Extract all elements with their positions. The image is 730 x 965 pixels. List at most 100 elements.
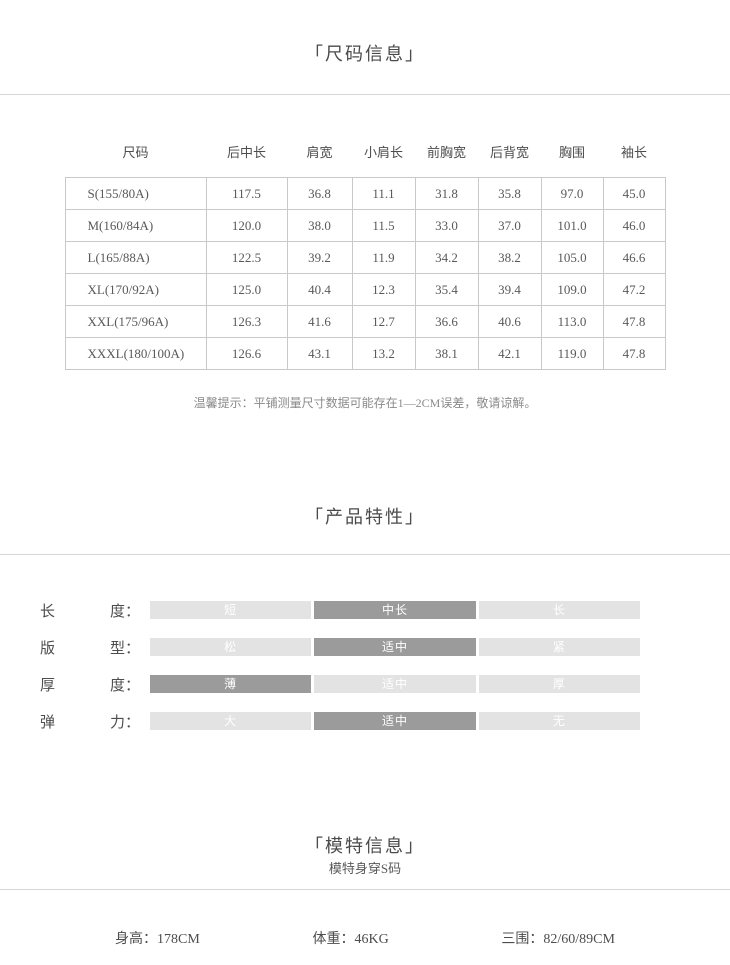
table-row: S(155/80A) 117.5 36.8 11.1 31.8 35.8 97.0 45.0 <box>64 177 666 210</box>
model-stat-1: 体重：46KG <box>312 928 388 948</box>
size-table-header-5: 后背宽 <box>489 144 529 160</box>
measurement-cell: 120.0 <box>205 209 288 242</box>
measurement-cell: 113.0 <box>540 305 604 338</box>
model-stat-0: 身高：178CM <box>115 928 200 948</box>
size-table-body: S(155/80A) 117.5 36.8 11.1 31.8 35.8 97.0 45.0 M… <box>64 177 666 370</box>
feature-option: 短 <box>150 601 312 619</box>
feature-label-thickness: 厚 度： <box>40 674 140 695</box>
measurement-cell: 11.5 <box>351 209 416 242</box>
measurement-cell: 37.0 <box>477 209 542 242</box>
measurement-cell: 125.0 <box>205 273 288 306</box>
feature-bar-fit: 松适中紧 <box>150 638 640 656</box>
feature-bar-length: 短中长长 <box>150 601 640 619</box>
model-stat-label: 身高： <box>115 932 157 947</box>
feature-option: 长 <box>478 601 640 619</box>
size-table-header-0: 尺码 <box>122 144 149 160</box>
size-label-cell: S(155/80A) <box>64 177 207 210</box>
measurement-cell: 97.0 <box>540 177 604 210</box>
feature-label-fit: 版 型： <box>40 637 140 658</box>
measurement-cell: 33.0 <box>414 209 479 242</box>
table-row: XL(170/92A) 125.0 40.4 12.3 35.4 39.4 109.0 47.… <box>64 273 666 306</box>
feature-label-part: 型： <box>109 640 140 657</box>
model-stat-2: 三围：82/60/89CM <box>501 928 615 948</box>
feature-option: 紧 <box>478 638 640 656</box>
feature-option: 厚 <box>478 675 640 693</box>
feature-label-part: 力： <box>109 714 140 731</box>
measurement-cell: 12.3 <box>351 273 416 306</box>
size-label-cell: XXL(175/96A) <box>64 305 207 338</box>
measurement-cell: 46.0 <box>602 209 666 242</box>
measurement-cell: 43.1 <box>286 337 353 370</box>
section-divider <box>0 94 730 95</box>
model-stat-label: 体重： <box>312 932 355 947</box>
measurement-cell: 13.2 <box>351 337 416 370</box>
model-stats: 身高：178CM 体重：46KG 三围：82/60/89CM <box>115 928 615 948</box>
feature-option-selected: 适中 <box>314 712 476 730</box>
measurement-cell: 101.0 <box>540 209 604 242</box>
measurement-cell: 46.6 <box>602 241 666 274</box>
feature-label-part: 厚 <box>40 677 56 694</box>
feature-row-stretch: 弹 力： 大适中无 <box>40 711 690 732</box>
measurement-cell: 126.3 <box>205 305 288 338</box>
size-label-cell: XL(170/92A) <box>64 273 207 306</box>
measurement-cell: 35.8 <box>477 177 542 210</box>
measurement-cell: 45.0 <box>602 177 666 210</box>
section-divider <box>0 889 730 890</box>
measurement-cell: 47.8 <box>602 305 666 338</box>
size-label-cell: L(165/88A) <box>64 241 207 274</box>
features-title: 「产品特性」 <box>305 507 425 527</box>
model-info-title: 「模特信息」 <box>305 836 425 856</box>
size-table-header-row: 尺码 后中长 肩宽 小肩长 前胸宽 后背宽 胸围 袖长 <box>65 125 665 178</box>
table-row: XXL(175/96A) 126.3 41.6 12.7 36.6 40.6 113.0 47… <box>64 305 666 338</box>
size-table-header-6: 胸围 <box>558 144 585 160</box>
model-size-note: 模特身穿S码 <box>328 861 402 876</box>
measurement-cell: 36.6 <box>414 305 479 338</box>
size-table-header-1: 后中长 <box>226 144 266 160</box>
feature-label-part: 版 <box>40 640 56 657</box>
size-label-cell: M(160/84A) <box>64 209 207 242</box>
measurement-cell: 36.8 <box>286 177 353 210</box>
features-list: 长度：短中长长版型：松适中紧厚度：薄适中厚弹力：大适中无 <box>40 600 690 732</box>
feature-label-length: 长 度： <box>40 600 140 621</box>
model-stat-label: 三围： <box>501 932 544 947</box>
measurement-cell: 11.1 <box>351 177 416 210</box>
measurement-cell: 41.6 <box>286 305 353 338</box>
feature-label-part: 度： <box>109 603 140 620</box>
measurement-cell: 47.2 <box>602 273 666 306</box>
table-row: L(165/88A) 122.5 39.2 11.9 34.2 38.2 105.0 46.6 <box>64 241 666 274</box>
measurement-cell: 117.5 <box>205 177 288 210</box>
size-info-title: 「尺码信息」 <box>305 44 425 64</box>
feature-bar-stretch: 大适中无 <box>150 712 640 730</box>
measurement-cell: 105.0 <box>540 241 604 274</box>
feature-row-fit: 版 型： 松适中紧 <box>40 637 690 658</box>
measurement-cell: 126.6 <box>205 337 288 370</box>
measurement-cell: 122.5 <box>205 241 288 274</box>
measurement-cell: 40.6 <box>477 305 542 338</box>
feature-option-selected: 薄 <box>150 675 312 693</box>
size-table-header-7: 袖长 <box>620 144 647 160</box>
measurement-cell: 12.7 <box>351 305 416 338</box>
measurement-cell: 38.1 <box>414 337 479 370</box>
size-table: 尺码 后中长 肩宽 小肩长 前胸宽 后背宽 胸围 袖长 S(155/80A) 117.5 36.8… <box>64 125 666 370</box>
feature-option: 松 <box>150 638 312 656</box>
feature-row-thickness: 厚度： 薄适中厚 <box>40 674 690 695</box>
model-stat-value: 46KG <box>354 932 389 947</box>
measurement-cell: 40.4 <box>286 273 353 306</box>
size-table-header-4: 前胸宽 <box>426 144 466 160</box>
model-stat-value: 178CM <box>157 932 200 947</box>
size-label-cell: XXXL(180/100A) <box>64 337 207 370</box>
feature-option: 无 <box>478 712 640 730</box>
feature-bar-thickness: 薄适中厚 <box>150 675 640 693</box>
measurement-cell: 31.8 <box>414 177 479 210</box>
feature-option: 大 <box>150 712 312 730</box>
measurement-cell: 47.8 <box>602 337 666 370</box>
measurement-cell: 11.9 <box>351 241 416 274</box>
measurement-cell: 39.2 <box>286 241 353 274</box>
measurement-cell: 35.4 <box>414 273 479 306</box>
feature-label-stretch: 弹 力： <box>40 711 140 732</box>
table-row: M(160/84A) 120.0 38.0 11.5 33.0 37.0 101.0 46.0 <box>64 209 666 242</box>
measurement-cell: 109.0 <box>540 273 604 306</box>
feature-label-part: 长 <box>40 603 56 620</box>
measurement-cell: 42.1 <box>477 337 542 370</box>
